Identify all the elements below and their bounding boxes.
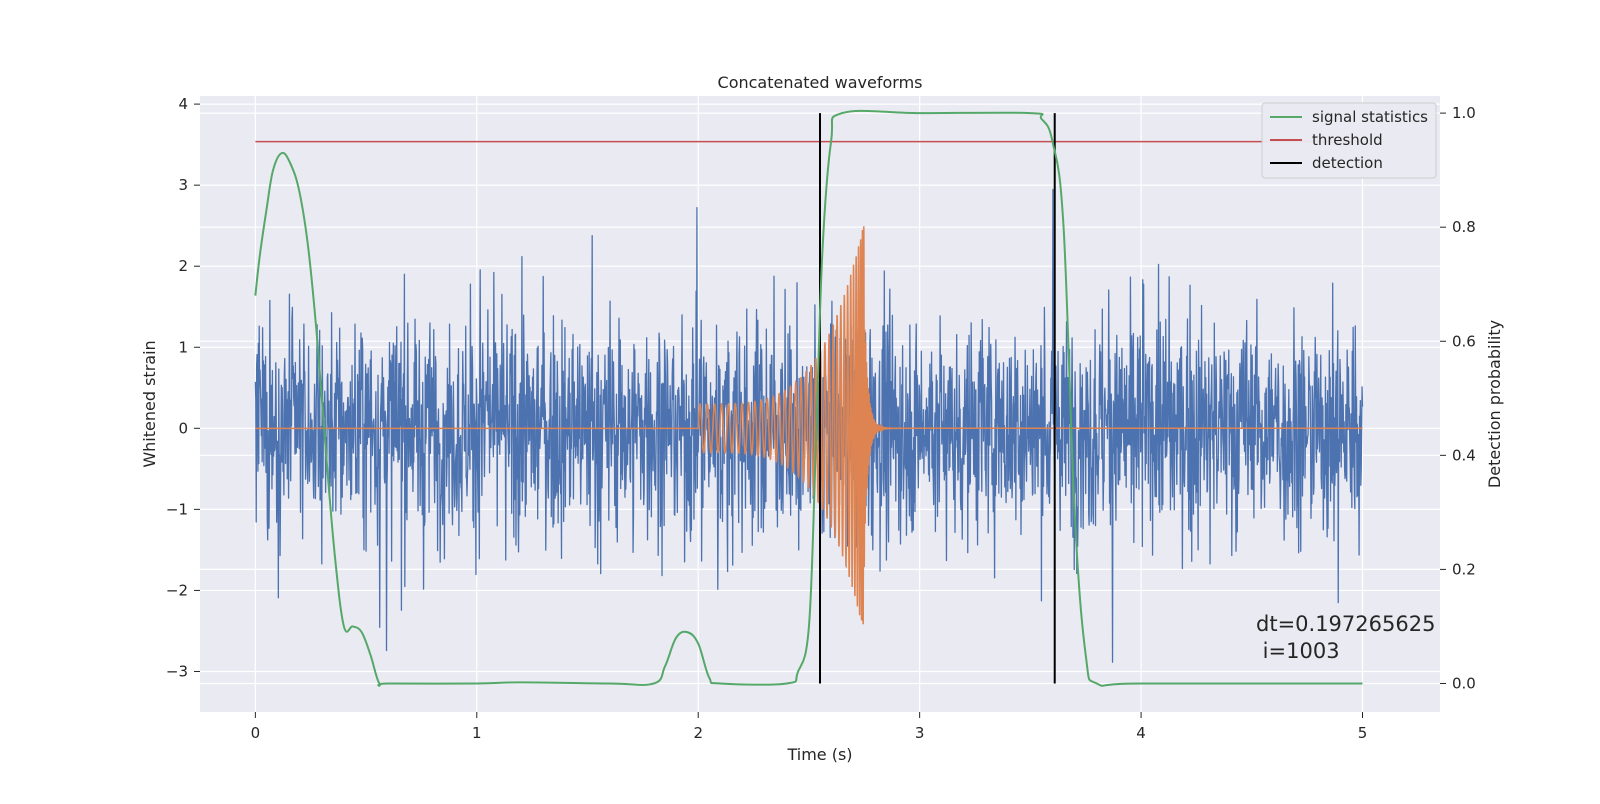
y2-tick-label: 0.8 (1452, 218, 1476, 236)
noise-series (254, 188, 1364, 663)
y2-tick-label: 1.0 (1452, 104, 1476, 122)
y-tick-label: −3 (166, 662, 188, 680)
y-tick-label: 3 (178, 176, 188, 194)
legend: signal statistics threshold detection (1261, 102, 1437, 179)
x-tick-label: 0 (251, 724, 261, 742)
data-layer (254, 109, 1364, 687)
tick-layer: 0 1 2 3 4 5 −3 −2 −1 0 1 2 3 4 0.0 0.2 0.4 0.6 0.8 1.0 (166, 95, 1476, 742)
signal-statistics-series (254, 109, 1363, 687)
y2-tick-label: 0.6 (1452, 332, 1476, 350)
y-tick-label: 4 (178, 95, 188, 113)
x-axis-label: Time (s) (786, 745, 852, 764)
legend-label-detection: detection (1312, 154, 1383, 172)
y-axis-label: Whitened strain (140, 340, 159, 467)
waveform-series (255, 226, 1363, 625)
y-tick-label: −2 (166, 581, 188, 599)
y-tick-label: 0 (178, 419, 188, 437)
y-tick-label: 1 (178, 338, 188, 356)
y-tick-label: −1 (166, 500, 188, 518)
x-tick-label: 1 (472, 724, 482, 742)
y2-tick-label: 0.4 (1452, 446, 1476, 464)
chart-title: Concatenated waveforms (718, 73, 923, 92)
legend-label-signal-statistics: signal statistics (1312, 108, 1428, 126)
x-tick-label: 2 (693, 724, 703, 742)
y2-tick-label: 0.2 (1452, 560, 1476, 578)
legend-label-threshold: threshold (1312, 131, 1383, 149)
y-tick-label: 2 (178, 257, 188, 275)
annotation-dt: dt=0.197265625 (1256, 612, 1435, 636)
legend-box (1261, 102, 1437, 179)
x-tick-label: 5 (1358, 724, 1368, 742)
y2-axis-label: Detection probability (1485, 320, 1504, 488)
annotation-index: i=1003 (1256, 639, 1340, 663)
x-tick-label: 4 (1136, 724, 1146, 742)
x-tick-label: 3 (915, 724, 925, 742)
y2-tick-label: 0.0 (1452, 674, 1476, 692)
